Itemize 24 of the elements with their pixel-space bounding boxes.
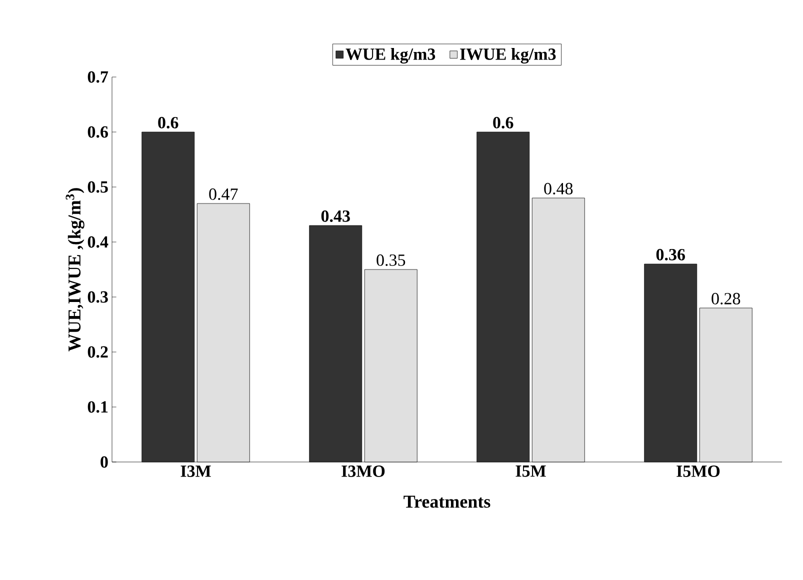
- x-tick-label: I5MO: [676, 466, 720, 477]
- data-label: 0.35: [376, 254, 406, 266]
- data-label: 0.6: [493, 116, 514, 128]
- y-tick-label: 0.3: [88, 291, 108, 303]
- y-tick-label: 0.7: [88, 71, 108, 83]
- y-tick-label: 0.5: [88, 181, 108, 193]
- y-axis-title: WUE,IWUE ,(kg/m$^{3}$): [66, 188, 84, 352]
- data-label: 0.43: [321, 210, 350, 222]
- data-label: 0.48: [544, 182, 573, 194]
- data-label: 0.36: [656, 248, 685, 260]
- data-label: 0.6: [158, 116, 178, 128]
- legend-label: WUE kg/m3: [346, 48, 436, 64]
- y-tick-label: 0.6: [88, 126, 108, 138]
- legend-label: IWUE kg/m3: [460, 48, 556, 64]
- data-label: 0.28: [712, 292, 740, 304]
- x-tick-label: I3M: [180, 466, 211, 477]
- x-axis-title: Treatments: [404, 496, 490, 508]
- data-label: 0.47: [209, 188, 238, 200]
- y-tick-label: 0: [100, 456, 108, 468]
- x-tick-label: I5M: [516, 466, 546, 477]
- y-tick-label: 0.4: [88, 236, 108, 248]
- y-tick-label: 0.1: [88, 401, 108, 413]
- y-tick-label: 0.2: [88, 346, 108, 358]
- x-tick-label: I3MO: [342, 466, 385, 477]
